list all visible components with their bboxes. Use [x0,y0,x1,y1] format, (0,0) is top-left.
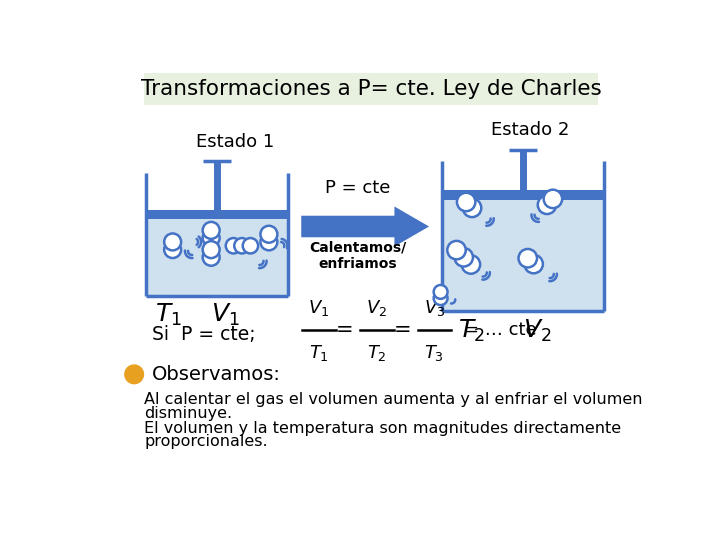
Circle shape [164,241,181,258]
Text: disminuye.: disminuye. [144,406,233,421]
Circle shape [433,285,448,299]
Text: Transformaciones a P= cte. Ley de Charles: Transformaciones a P= cte. Ley de Charle… [141,79,602,99]
Circle shape [538,195,557,214]
Circle shape [203,230,220,246]
Circle shape [261,226,277,242]
Text: Calentamos/
enfriamos: Calentamos/ enfriamos [309,240,406,271]
Circle shape [234,238,250,253]
Circle shape [226,238,241,253]
Circle shape [447,241,466,259]
Text: $V_3$: $V_3$ [424,298,445,318]
Circle shape [518,249,537,267]
Text: $T_2$: $T_2$ [457,318,484,343]
Circle shape [544,190,562,208]
Circle shape [203,241,220,258]
Text: P = cte: P = cte [325,179,390,197]
Text: Observamos:: Observamos: [152,365,281,384]
Text: Estado 1: Estado 1 [196,133,274,151]
Text: Al calentar el gas el volumen aumenta y al enfriar el volumen: Al calentar el gas el volumen aumenta y … [144,392,643,407]
Text: $V_2$: $V_2$ [523,318,552,343]
Polygon shape [301,206,429,247]
Text: $T_1$: $T_1$ [155,302,181,328]
Text: Estado 2: Estado 2 [490,122,569,139]
Circle shape [454,248,473,267]
Text: $T_3$: $T_3$ [425,343,444,363]
Circle shape [524,255,543,273]
Text: El volumen y la temperatura son magnitudes directamente: El volumen y la temperatura son magnitud… [144,421,621,436]
Circle shape [164,233,181,251]
Text: =: = [336,320,354,340]
Circle shape [203,249,220,266]
Circle shape [261,233,277,251]
Text: $V_2$: $V_2$ [366,298,387,318]
Circle shape [203,222,220,239]
Bar [145,219,288,296]
Circle shape [433,291,448,305]
Circle shape [457,193,475,211]
FancyBboxPatch shape [144,72,598,105]
Text: proporcionales.: proporcionales. [144,434,268,449]
Bar [145,210,288,219]
Text: =: = [393,320,411,340]
Circle shape [124,364,144,384]
Bar [442,200,604,311]
Circle shape [462,255,480,274]
Text: $V_1$: $V_1$ [211,302,240,328]
Text: $T_2$: $T_2$ [366,343,387,363]
Text: $T_1$: $T_1$ [309,343,329,363]
Bar [442,190,604,200]
Circle shape [463,199,481,217]
Text: $V_1$: $V_1$ [308,298,330,318]
Text: Si  P = cte;: Si P = cte; [152,325,256,344]
Text: = … cte: = … cte [464,321,536,339]
Circle shape [243,238,258,253]
